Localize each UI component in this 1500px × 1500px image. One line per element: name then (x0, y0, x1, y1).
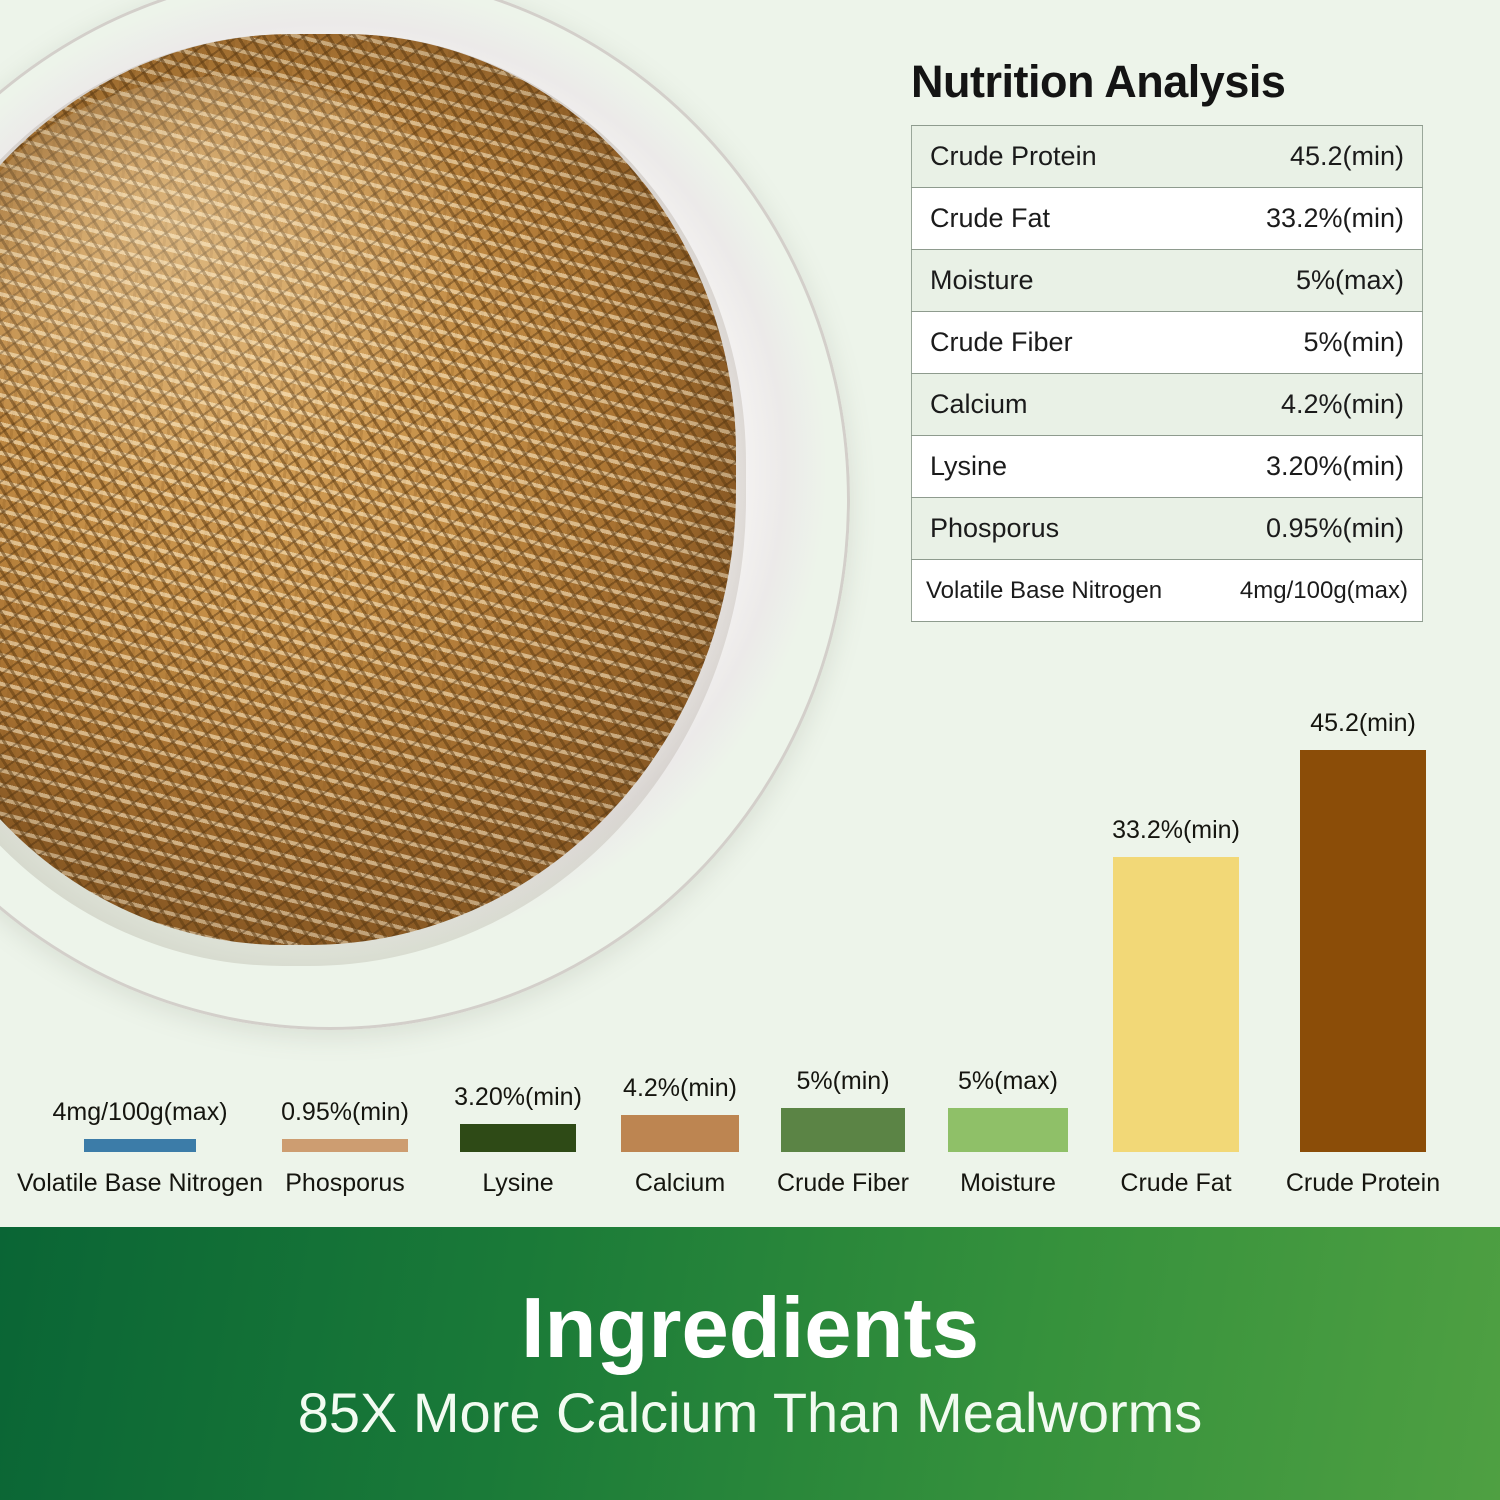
table-row: Crude Fiber 5%(min) (911, 311, 1423, 375)
bar-category-label: Phosporus (285, 1169, 405, 1197)
nutrient-value: 0.95%(min) (1167, 497, 1423, 561)
nutrient-name: Phosporus (911, 497, 1167, 561)
bar-group-crude-protein: 45.2(min) Crude Protein (1286, 660, 1440, 1220)
nutrient-value: 5%(max) (1167, 249, 1423, 313)
nutrient-name: Calcium (911, 373, 1167, 437)
bar-category-label: Crude Protein (1285, 1169, 1441, 1197)
bar-value-label: 33.2%(min) (1112, 816, 1240, 844)
bar-value-label: 5%(min) (796, 1067, 890, 1095)
table-row: Crude Fat 33.2%(min) (911, 187, 1423, 251)
nutrient-value: 4mg/100g(max) (1167, 559, 1423, 623)
bar-rect (460, 1124, 576, 1152)
nutrient-value: 4.2%(min) (1167, 373, 1423, 437)
ingredients-heading: Ingredients (520, 1281, 980, 1376)
nutrition-analysis-panel: Nutrition Analysis Crude Protein 45.2(mi… (911, 56, 1423, 623)
bar-rect (1300, 750, 1426, 1152)
larvae-pile (0, 33, 736, 946)
nutrient-name: Crude Fiber (911, 311, 1167, 375)
bar-category-label: Lysine (482, 1169, 554, 1197)
table-row: Volatile Base Nitrogen 4mg/100g(max) (911, 559, 1423, 623)
bar-rect (948, 1108, 1068, 1152)
nutrition-analysis-table: Crude Protein 45.2(min) Crude Fat 33.2%(… (911, 125, 1423, 623)
bar-rect (781, 1108, 905, 1152)
bar-category-label: Crude Fat (1120, 1169, 1232, 1197)
nutrient-name: Volatile Base Nitrogen (911, 559, 1167, 623)
bar-value-label: 45.2(min) (1310, 709, 1416, 737)
bar-group-calcium: 4.2%(min) Calcium (621, 660, 739, 1220)
bar-rect (84, 1139, 196, 1152)
bar-value-label: 0.95%(min) (281, 1098, 409, 1126)
bar-value-label: 4mg/100g(max) (52, 1098, 228, 1126)
table-row: Lysine 3.20%(min) (911, 435, 1423, 499)
bar-rect (282, 1139, 408, 1152)
ingredients-subheading: 85X More Calcium Than Mealworms (297, 1381, 1203, 1444)
bar-rect (1113, 857, 1239, 1152)
nutrient-value: 33.2%(min) (1167, 187, 1423, 251)
bar-group-moisture: 5%(max) Moisture (948, 660, 1068, 1220)
table-row: Calcium 4.2%(min) (911, 373, 1423, 437)
bar-value-label: 5%(max) (957, 1067, 1059, 1095)
nutrition-analysis-title: Nutrition Analysis (911, 56, 1286, 107)
bar-value-label: 3.20%(min) (454, 1083, 582, 1111)
nutrient-name: Crude Fat (911, 187, 1167, 251)
bar-group-crude-fiber: 5%(min) Crude Fiber (777, 660, 909, 1220)
bar-rect (621, 1115, 739, 1152)
nutrient-value: 3.20%(min) (1167, 435, 1423, 499)
bar-value-label: 4.2%(min) (623, 1074, 737, 1102)
bar-group-volatile-base-nitrogen: 4mg/100g(max) Volatile Base Nitrogen (17, 660, 263, 1220)
bar-group-lysine: 3.20%(min) Lysine (454, 660, 582, 1220)
bar-category-label: Volatile Base Nitrogen (17, 1169, 263, 1197)
nutrient-name: Moisture (911, 249, 1167, 313)
nutrient-value: 5%(min) (1167, 311, 1423, 375)
bar-category-label: Calcium (634, 1169, 726, 1197)
table-row: Phosporus 0.95%(min) (911, 497, 1423, 561)
table-row: Moisture 5%(max) (911, 249, 1423, 313)
ingredients-banner: Ingredients 85X More Calcium Than Mealwo… (0, 1227, 1500, 1500)
nutrient-name: Crude Protein (911, 125, 1167, 189)
nutrient-value: 45.2(min) (1167, 125, 1423, 189)
bar-category-label: Crude Fiber (777, 1169, 909, 1197)
bar-group-phosporus: 0.95%(min) Phosporus (281, 660, 409, 1220)
bar-category-label: Moisture (960, 1169, 1056, 1197)
bar-group-crude-fat: 33.2%(min) Crude Fat (1112, 660, 1240, 1220)
nutrition-bar-chart: 4mg/100g(max) Volatile Base Nitrogen 0.95%… (0, 660, 1500, 1220)
table-row: Crude Protein 45.2(min) (911, 125, 1423, 189)
nutrient-name: Lysine (911, 435, 1167, 499)
